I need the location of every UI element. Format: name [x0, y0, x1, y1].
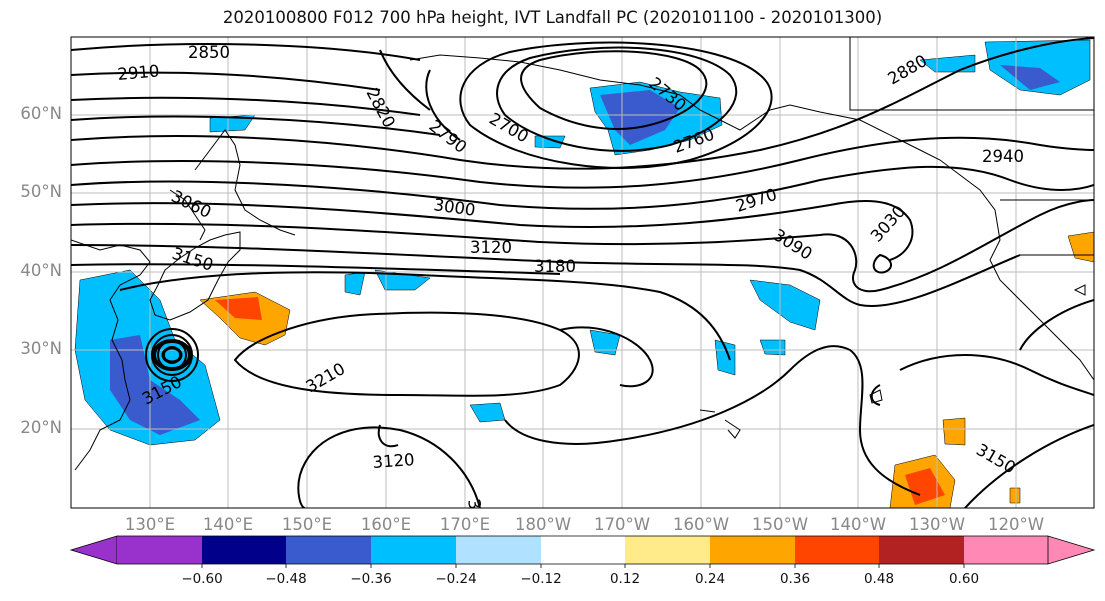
- contour-label: 2910: [117, 61, 160, 84]
- ivt-negative-small6: [759, 339, 786, 356]
- colorbar-label: 0.12: [609, 571, 641, 587]
- colorbar-segment: [879, 536, 964, 564]
- ivt-shading: [74, 39, 1094, 508]
- lon-label: 150°E: [281, 515, 333, 534]
- ivt-negative-small4: [589, 329, 621, 356]
- lon-label: 170°W: [593, 515, 651, 534]
- ivt-positive-japan-core: [215, 297, 262, 320]
- map-title: 2020100800 F012 700 hPa height, IVT Land…: [222, 8, 883, 27]
- contour-label: 2850: [188, 43, 230, 62]
- lon-label: 180°W: [514, 515, 572, 534]
- lon-label: 120°W: [987, 515, 1045, 534]
- typhoon-center: [152, 339, 192, 371]
- colorbar-segment: [117, 536, 202, 564]
- lon-label: 150°W: [751, 515, 809, 534]
- graticule: [71, 37, 1094, 508]
- lon-label: 140°E: [202, 515, 254, 534]
- lat-label: 40°N: [20, 261, 62, 280]
- contour-label: 31: [464, 497, 486, 521]
- ivt-negative-wpac: [74, 269, 221, 446]
- ivt-positive-nepac-core: [905, 468, 945, 505]
- ivt-negative-small5: [714, 339, 736, 376]
- ivt-negative-alaska-core: [600, 90, 680, 145]
- lat-label: 50°N: [20, 182, 62, 201]
- colorbar-label: 0.60: [948, 571, 980, 587]
- lon-label: 160°E: [360, 515, 412, 534]
- lat-label: 60°N: [20, 104, 62, 123]
- ivt-negative-wpac-core: [110, 335, 200, 435]
- contour-label: 3120: [470, 238, 512, 257]
- colorbar-segment: [964, 536, 1048, 564]
- colorbar-label: 0.24: [694, 571, 726, 587]
- lon-label: 140°W: [829, 515, 887, 534]
- ivt-negative-small9: [919, 54, 976, 73]
- lon-label: 170°E: [439, 515, 491, 534]
- ivt-negative-canada-core: [1000, 65, 1060, 90]
- contour-label: 2940: [982, 147, 1024, 166]
- ivt-negative-sub: [749, 279, 821, 331]
- colorbar-segment: [202, 536, 286, 564]
- colorbar-label: −0.60: [181, 571, 223, 587]
- contour-label: 3120: [372, 450, 415, 472]
- coastlines: [71, 37, 1094, 471]
- colorbar-label: −0.12: [520, 571, 562, 587]
- height-contours: [71, 37, 1094, 508]
- colorbar-segment: [371, 536, 456, 564]
- ivt-positive-small1: [942, 417, 966, 446]
- plot-frame: [70, 36, 1095, 509]
- colorbar-segment: [456, 536, 541, 564]
- lon-label: 160°W: [672, 515, 730, 534]
- colorbar-extend-right: [1047, 535, 1096, 565]
- colorbar-label: −0.48: [265, 571, 307, 587]
- colorbar-segment: [625, 536, 710, 564]
- contour-label: 3180: [534, 257, 576, 276]
- colorbar-segment: [710, 536, 795, 564]
- ivt-positive-small3: [1009, 487, 1021, 504]
- colorbar-label: −0.36: [350, 571, 392, 587]
- colorbar-segment: [286, 536, 371, 564]
- colorbar-label: 0.36: [779, 571, 811, 587]
- lon-label: 130°W: [908, 515, 966, 534]
- lon-label: 130°E: [124, 515, 176, 534]
- lat-label: 30°N: [20, 339, 62, 358]
- colorbar-label: 0.48: [863, 571, 895, 587]
- colorbar-extend-left: [69, 535, 118, 565]
- colorbar-segment: [541, 536, 625, 564]
- colorbar-segment: [795, 536, 879, 564]
- colorbar-label: −0.24: [435, 571, 477, 587]
- colorbar: [69, 535, 1096, 568]
- lat-label: 20°N: [20, 418, 62, 437]
- ivt-negative-small7: [209, 114, 256, 133]
